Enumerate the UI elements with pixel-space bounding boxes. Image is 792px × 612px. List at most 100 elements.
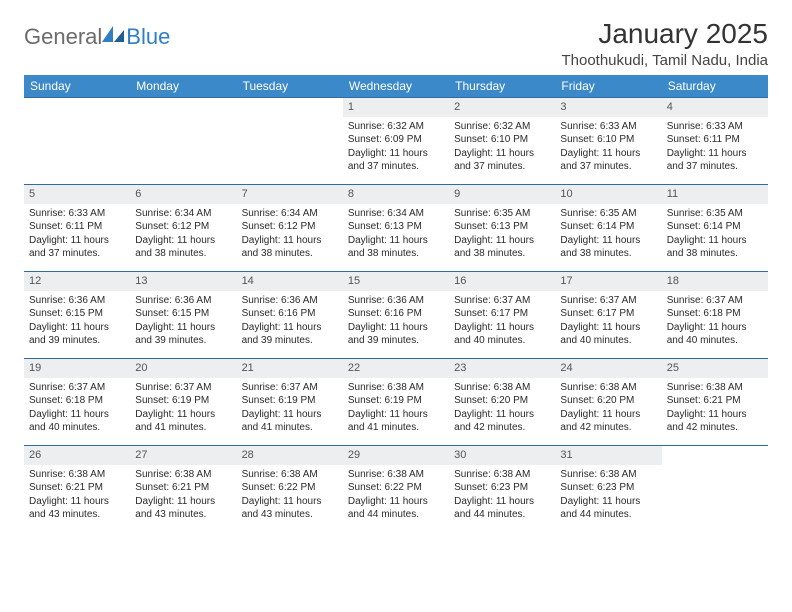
day-info-line: and 44 minutes.: [454, 508, 550, 522]
day-info-line: Sunset: 6:11 PM: [29, 220, 125, 234]
day-info-line: Sunset: 6:09 PM: [348, 133, 444, 147]
day-info-line: Sunrise: 6:36 AM: [242, 294, 338, 308]
day-number: 25: [662, 359, 768, 378]
day-info-line: Sunrise: 6:32 AM: [348, 120, 444, 134]
day-info-line: and 39 minutes.: [135, 334, 231, 348]
day-info-line: Sunrise: 6:38 AM: [348, 381, 444, 395]
week-row: 5Sunrise: 6:33 AMSunset: 6:11 PMDaylight…: [24, 184, 768, 271]
day-info-line: Daylight: 11 hours: [454, 495, 550, 509]
day-info-line: Sunset: 6:10 PM: [560, 133, 656, 147]
day-info-line: Daylight: 11 hours: [135, 321, 231, 335]
day-cell: 18Sunrise: 6:37 AMSunset: 6:18 PMDayligh…: [662, 272, 768, 358]
day-info-line: Daylight: 11 hours: [560, 234, 656, 248]
day-cell: 20Sunrise: 6:37 AMSunset: 6:19 PMDayligh…: [130, 359, 236, 445]
day-number: [24, 98, 130, 117]
day-cell: 31Sunrise: 6:38 AMSunset: 6:23 PMDayligh…: [555, 446, 661, 532]
day-info-line: Sunset: 6:13 PM: [454, 220, 550, 234]
day-number: 26: [24, 446, 130, 465]
day-info-line: Daylight: 11 hours: [348, 495, 444, 509]
day-number: 29: [343, 446, 449, 465]
day-number: 15: [343, 272, 449, 291]
sail-icon: [102, 26, 124, 42]
day-info-line: Sunrise: 6:38 AM: [454, 381, 550, 395]
day-info-line: Sunset: 6:12 PM: [242, 220, 338, 234]
weekday-label: Monday: [130, 75, 236, 97]
day-info-line: Daylight: 11 hours: [454, 234, 550, 248]
day-info-line: Sunset: 6:17 PM: [454, 307, 550, 321]
day-cell: 17Sunrise: 6:37 AMSunset: 6:17 PMDayligh…: [555, 272, 661, 358]
day-cell: 3Sunrise: 6:33 AMSunset: 6:10 PMDaylight…: [555, 98, 661, 184]
day-info-line: Sunset: 6:10 PM: [454, 133, 550, 147]
day-cell: 27Sunrise: 6:38 AMSunset: 6:21 PMDayligh…: [130, 446, 236, 532]
weekday-label: Sunday: [24, 75, 130, 97]
day-info-line: Daylight: 11 hours: [560, 147, 656, 161]
day-info-line: and 44 minutes.: [560, 508, 656, 522]
day-info-line: Sunset: 6:15 PM: [29, 307, 125, 321]
day-cell: 4Sunrise: 6:33 AMSunset: 6:11 PMDaylight…: [662, 98, 768, 184]
day-cell: 12Sunrise: 6:36 AMSunset: 6:15 PMDayligh…: [24, 272, 130, 358]
day-info-line: Daylight: 11 hours: [29, 234, 125, 248]
day-info-line: and 39 minutes.: [348, 334, 444, 348]
day-info-line: Sunset: 6:21 PM: [29, 481, 125, 495]
day-cell: 30Sunrise: 6:38 AMSunset: 6:23 PMDayligh…: [449, 446, 555, 532]
day-number: [662, 446, 768, 465]
day-cell: 5Sunrise: 6:33 AMSunset: 6:11 PMDaylight…: [24, 185, 130, 271]
day-info-line: Daylight: 11 hours: [667, 147, 763, 161]
week-row: 26Sunrise: 6:38 AMSunset: 6:21 PMDayligh…: [24, 445, 768, 532]
day-number: 17: [555, 272, 661, 291]
day-cell: 11Sunrise: 6:35 AMSunset: 6:14 PMDayligh…: [662, 185, 768, 271]
day-info-line: Daylight: 11 hours: [454, 408, 550, 422]
day-info-line: Daylight: 11 hours: [348, 408, 444, 422]
day-info-line: Daylight: 11 hours: [242, 495, 338, 509]
day-number: 21: [237, 359, 343, 378]
day-cell: 1Sunrise: 6:32 AMSunset: 6:09 PMDaylight…: [343, 98, 449, 184]
day-info-line: Daylight: 11 hours: [135, 234, 231, 248]
day-info-line: Daylight: 11 hours: [29, 495, 125, 509]
day-cell: 26 Sunrise: 6:38 AMSunset: 6:21 PMDayligh…: [24, 446, 130, 532]
day-number: [237, 98, 343, 117]
day-info-line: Daylight: 11 hours: [348, 321, 444, 335]
day-info-line: Sunset: 6:11 PM: [667, 133, 763, 147]
day-info-line: Sunrise: 6:38 AM: [29, 468, 125, 482]
day-info-line: Sunrise: 6:37 AM: [29, 381, 125, 395]
day-info-line: Daylight: 11 hours: [135, 408, 231, 422]
day-info-line: Sunset: 6:14 PM: [667, 220, 763, 234]
brand-part1: General: [24, 24, 102, 50]
weekday-label: Tuesday: [237, 75, 343, 97]
day-info-line: and 44 minutes.: [348, 508, 444, 522]
day-info-line: and 37 minutes.: [454, 160, 550, 174]
day-cell: 22Sunrise: 6:38 AMSunset: 6:19 PMDayligh…: [343, 359, 449, 445]
day-number: 28: [237, 446, 343, 465]
day-cell: 19Sunrise: 6:37 AMSunset: 6:18 PMDayligh…: [24, 359, 130, 445]
day-info-line: Sunrise: 6:34 AM: [348, 207, 444, 221]
day-info-line: Sunrise: 6:37 AM: [560, 294, 656, 308]
week-row: 19Sunrise: 6:37 AMSunset: 6:18 PMDayligh…: [24, 358, 768, 445]
day-number: 5: [24, 185, 130, 204]
day-cell: 14Sunrise: 6:36 AMSunset: 6:16 PMDayligh…: [237, 272, 343, 358]
day-info-line: Daylight: 11 hours: [29, 408, 125, 422]
brand-part2: Blue: [126, 24, 170, 50]
day-info-line: and 40 minutes.: [29, 421, 125, 435]
day-info-line: Sunrise: 6:35 AM: [560, 207, 656, 221]
day-number: 7: [237, 185, 343, 204]
day-cell: 9Sunrise: 6:35 AMSunset: 6:13 PMDaylight…: [449, 185, 555, 271]
day-info-line: Sunrise: 6:34 AM: [242, 207, 338, 221]
day-info-line: Daylight: 11 hours: [135, 495, 231, 509]
week-row: 12Sunrise: 6:36 AMSunset: 6:15 PMDayligh…: [24, 271, 768, 358]
day-info-line: Sunrise: 6:38 AM: [560, 381, 656, 395]
day-cell: [662, 446, 768, 532]
day-info-line: and 39 minutes.: [29, 334, 125, 348]
day-cell: [237, 98, 343, 184]
day-cell: 21Sunrise: 6:37 AMSunset: 6:19 PMDayligh…: [237, 359, 343, 445]
day-cell: 7Sunrise: 6:34 AMSunset: 6:12 PMDaylight…: [237, 185, 343, 271]
day-info-line: Sunset: 6:17 PM: [560, 307, 656, 321]
day-info-line: Sunset: 6:15 PM: [135, 307, 231, 321]
day-info-line: and 41 minutes.: [135, 421, 231, 435]
day-info-line: Sunrise: 6:35 AM: [667, 207, 763, 221]
day-info-line: and 38 minutes.: [348, 247, 444, 261]
day-cell: [24, 98, 130, 184]
day-info-line: Daylight: 11 hours: [560, 495, 656, 509]
day-number: 1: [343, 98, 449, 117]
day-info-line: Sunset: 6:19 PM: [348, 394, 444, 408]
day-info-line: Sunrise: 6:38 AM: [454, 468, 550, 482]
